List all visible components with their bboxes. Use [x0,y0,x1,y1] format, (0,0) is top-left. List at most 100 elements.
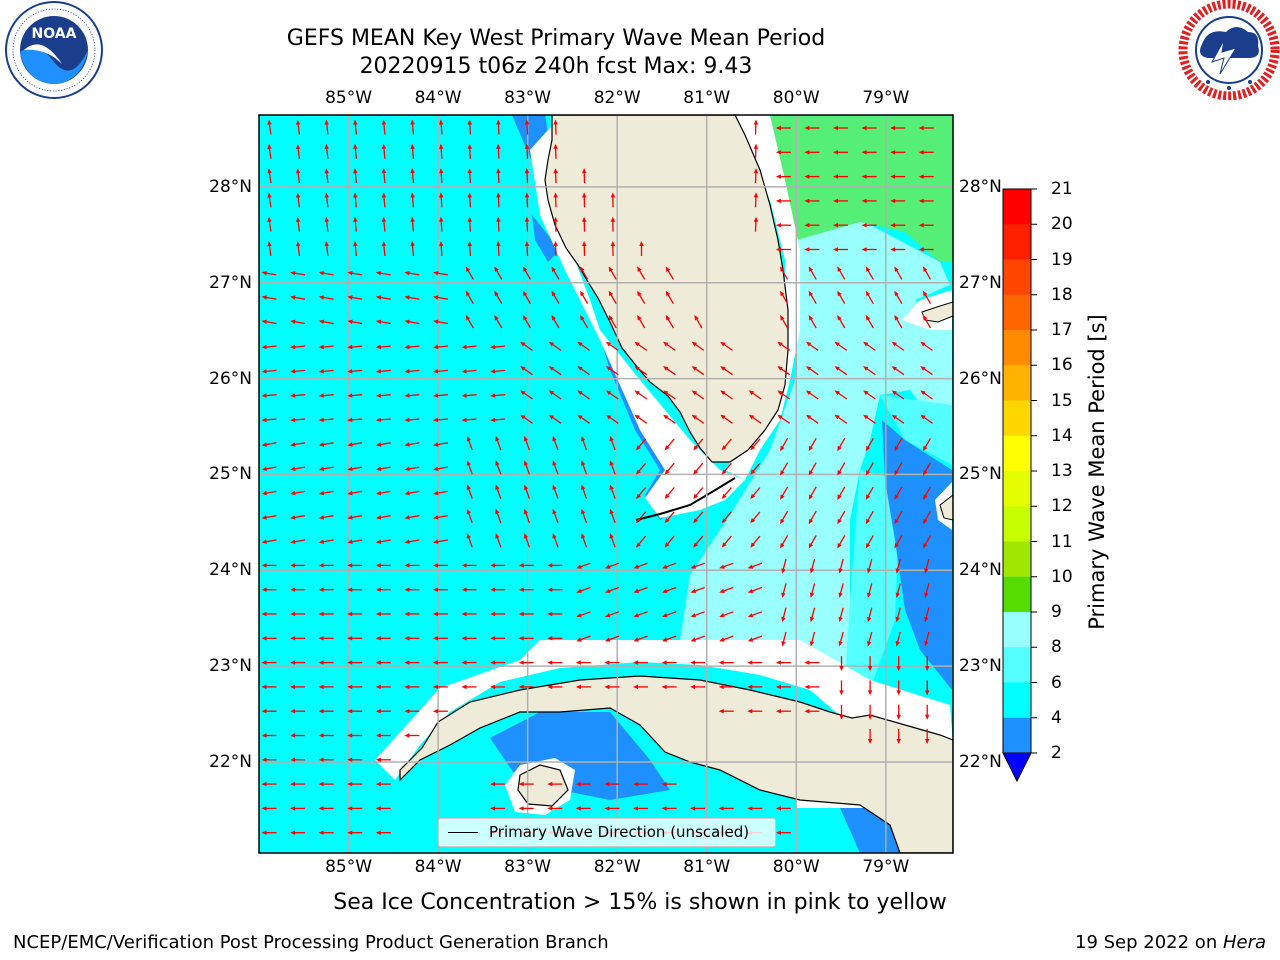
direction-arrow [290,709,306,714]
direction-arrow [775,806,791,811]
direction-arrow [404,319,420,325]
direction-arrow [261,587,277,592]
direction-arrow [690,635,705,642]
direction-arrow [347,806,363,811]
direction-arrow [867,729,873,744]
direction-arrow [664,487,675,499]
direction-arrow [523,508,531,524]
direction-arrow [347,271,363,276]
direction-arrow [324,168,329,184]
direction-arrow [548,366,562,376]
direction-arrow [748,414,762,424]
direction-arrow [404,490,420,496]
direction-arrow [662,635,677,642]
direction-arrow [808,462,817,476]
direction-arrow [290,636,306,641]
direction-arrow [432,684,448,690]
footer-branch: NCEP/EMC/Verification Post Processing Pr… [13,932,609,953]
colorbar-tick-label: 20 [1051,214,1073,235]
direction-arrow [576,611,591,618]
direction-arrow [347,781,363,787]
direction-arrow [838,631,844,647]
direction-arrow [923,315,932,329]
direction-arrow [520,414,533,424]
colorbar-band [1003,294,1031,331]
direction-arrow [867,704,873,720]
direction-arrow [691,414,705,424]
direction-arrow [718,709,734,714]
direction-arrow [891,366,905,376]
direction-arrow [637,266,646,280]
direction-arrow [890,150,906,155]
land-andros [939,494,953,521]
direction-arrow [553,192,558,208]
lon-tick-top: 83°W [504,88,552,108]
direction-arrow [808,266,817,280]
direction-arrow [347,636,363,641]
colorbar-band [1003,224,1031,260]
direction-arrow [495,484,502,499]
direction-arrow [894,486,903,500]
direction-arrow [494,315,503,329]
direction-arrow [923,486,932,500]
direction-arrow [432,611,448,617]
direction-arrow [522,266,531,280]
direction-arrow [808,486,817,500]
direction-arrow [290,393,306,398]
direction-arrow [861,223,877,228]
direction-arrow [691,366,705,376]
direction-arrow [524,192,530,208]
direction-arrow [604,635,620,642]
direction-arrow [894,462,903,476]
lon-tick-top: 79°W [862,88,910,108]
direction-arrow [720,366,733,376]
direction-arrow [690,806,706,811]
direction-arrow [750,535,761,548]
direction-arrow [296,168,301,184]
direction-arrow [375,295,391,300]
direction-arrow [261,417,277,423]
direction-arrow [604,562,620,569]
chart-title: GEFS MEAN Key West Primary Wave Mean Per… [286,26,826,51]
direction-arrow [375,271,391,276]
direction-arrow [808,437,817,452]
direction-arrow [496,192,501,208]
direction-arrow [690,586,705,593]
direction-arrow [375,442,391,447]
direction-arrow [918,174,934,179]
direction-arrow [576,635,591,642]
direction-arrow [324,143,329,159]
direction-arrow [324,119,329,135]
direction-arrow [806,366,819,376]
direction-arrow [375,587,391,592]
direction-arrow [867,631,873,647]
direction-arrow [296,241,301,257]
direction-arrow [318,709,334,714]
direction-arrow [261,709,277,714]
lat-tick-right: 24°N [959,560,1002,581]
direction-arrow [575,806,591,811]
direction-arrow [466,508,473,524]
direction-arrow [490,393,506,398]
direction-arrow [780,266,789,280]
period-field-2-4-b [532,215,560,262]
direction-arrow [404,417,420,423]
period-field-8-9 [680,205,952,670]
direction-arrow [833,125,848,131]
direction-arrow [718,660,734,665]
direction-arrow [353,192,358,208]
direction-arrow [496,143,501,159]
direction-arrow [433,539,449,544]
direction-arrow [833,223,848,228]
direction-arrow [318,319,334,325]
direction-arrow [804,709,820,714]
direction-arrow [838,607,844,623]
direction-arrow [924,558,930,574]
direction-arrow [553,119,558,135]
direction-arrow [296,192,301,208]
direction-arrow [804,150,820,155]
colorbar-tick-label: 9 [1051,602,1062,622]
direction-arrow [318,781,334,787]
direction-arrow [780,510,789,525]
chart-subtitle: 20220915 t06z 240h fcst Max: 9.43 [359,54,753,79]
